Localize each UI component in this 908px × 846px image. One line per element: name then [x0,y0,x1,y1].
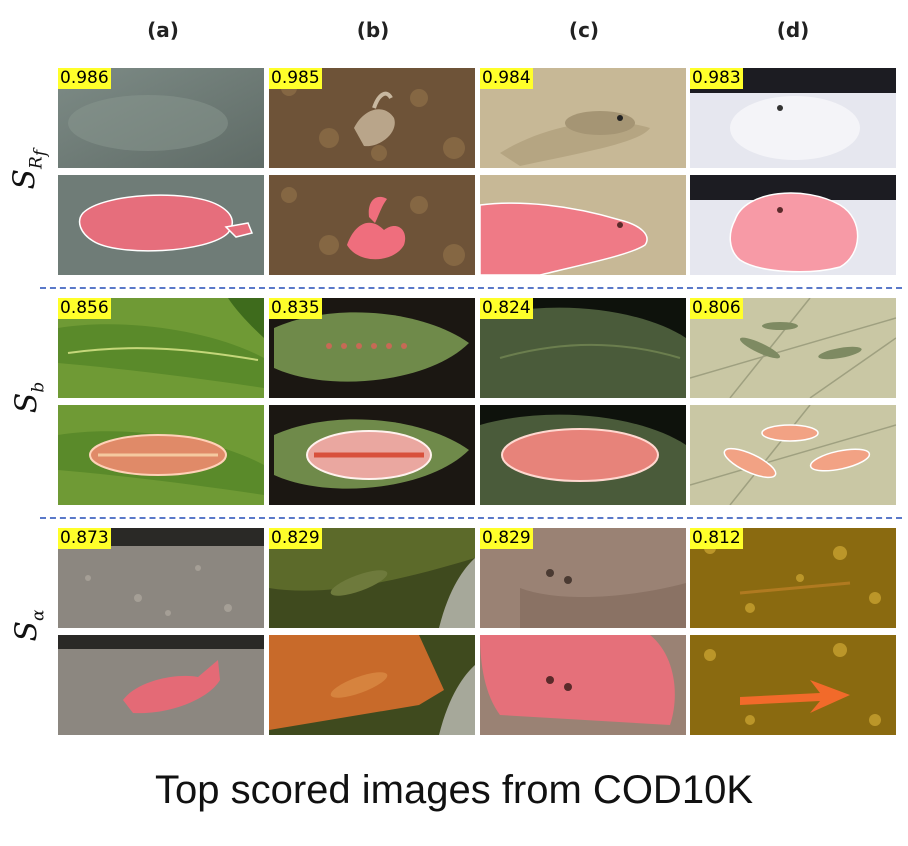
row-label-srf: SRf [7,149,51,190]
row-separator [40,287,902,289]
image-srf-d: 0.983 [690,68,896,168]
score-badge: 0.986 [58,68,111,89]
image-salpha-d: 0.812 [690,528,896,628]
score-badge: 0.812 [690,528,743,549]
mask-salpha-a [58,635,264,735]
image-sb-c: 0.824 [480,298,686,398]
image-srf-b: 0.985 [269,68,475,168]
mask-sb-d [690,405,896,505]
mask-srf-a [58,175,264,275]
image-sb-d: 0.806 [690,298,896,398]
score-badge: 0.835 [269,298,322,319]
score-badge: 0.856 [58,298,111,319]
score-badge: 0.829 [269,528,322,549]
image-salpha-c: 0.829 [480,528,686,628]
score-badge: 0.873 [58,528,111,549]
score-badge: 0.829 [480,528,533,549]
score-badge: 0.806 [690,298,743,319]
mask-salpha-d [690,635,896,735]
image-salpha-b: 0.829 [269,528,475,628]
mask-srf-d [690,175,896,275]
score-badge: 0.824 [480,298,533,319]
mask-srf-c [480,175,686,275]
mask-sb-a [58,405,264,505]
score-badge: 0.984 [480,68,533,89]
image-srf-a: 0.986 [58,68,264,168]
score-badge: 0.985 [269,68,322,89]
mask-salpha-c [480,635,686,735]
image-sb-a: 0.856 [58,298,264,398]
column-header-a: (a) [147,18,179,42]
mask-sb-b [269,405,475,505]
row-separator [40,517,902,519]
column-header-c: (c) [568,18,600,42]
mask-salpha-b [269,635,475,735]
row-label-salpha: Sα [9,609,49,642]
column-header-b: (b) [356,18,390,42]
mask-sb-c [480,405,686,505]
figure-caption: Top scored images from COD10K [154,768,753,812]
column-header-d: (d) [776,18,810,42]
score-badge: 0.983 [690,68,743,89]
image-srf-c: 0.984 [480,68,686,168]
row-label-sb: Sb [9,381,49,414]
image-salpha-a: 0.873 [58,528,264,628]
image-sb-b: 0.835 [269,298,475,398]
mask-srf-b [269,175,475,275]
